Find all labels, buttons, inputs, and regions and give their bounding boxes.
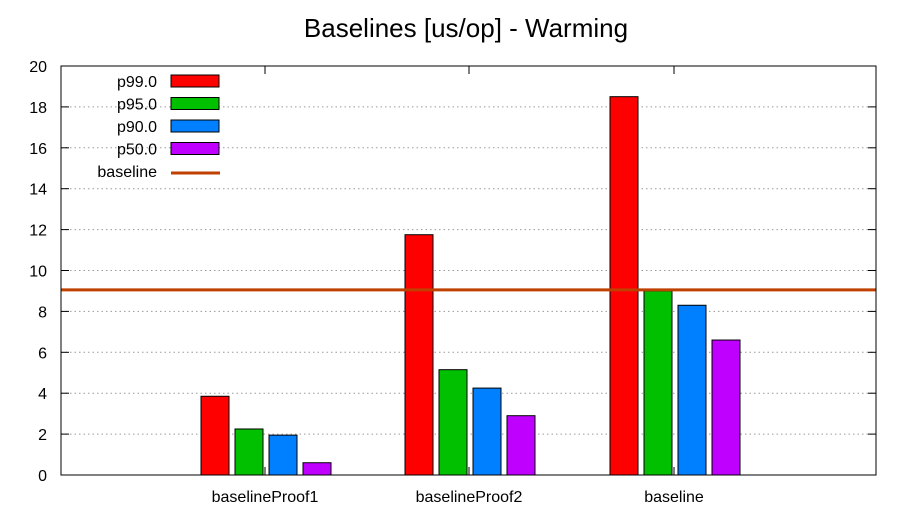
legend-label-p99.0: p99.0: [117, 74, 157, 91]
x-category-labels: baselineProof1 baselineProof2 baseline: [212, 489, 704, 506]
bar-baselineProof2-p99.0: [404, 234, 434, 476]
legend-label-p90.0: p90.0: [117, 119, 157, 136]
y-tick-label-0: 0: [38, 468, 47, 485]
bar-baseline-p99.0: [609, 96, 639, 476]
y-tick-label-10: 20: [29, 59, 47, 76]
y-tick-label-4: 8: [38, 304, 47, 321]
bar-baselineProof2-p95.0: [438, 369, 468, 476]
bar-baselineProof1-p95.0: [234, 428, 264, 476]
x-category-label-0: baselineProof1: [212, 489, 319, 506]
legend-swatch-p99.0: [170, 74, 220, 88]
bar-baselineProof2-p90.0: [472, 387, 502, 476]
bar-baselineProof1-p90.0: [268, 434, 298, 476]
bar-baselineProof1-p50.0: [302, 462, 332, 476]
legend-label-baseline: baseline: [97, 164, 157, 181]
y-tick-label-1: 2: [38, 427, 47, 444]
legend-swatch-p50.0: [170, 142, 220, 155]
y-tick-label-8: 16: [29, 141, 47, 158]
x-category-label-2: baseline: [644, 489, 704, 506]
y-tick-label-7: 14: [29, 182, 47, 199]
bar-baselineProof2-p50.0: [506, 415, 536, 476]
y-tick-label-2: 4: [38, 386, 47, 403]
bars-group: [200, 96, 741, 476]
y-tick-label-6: 12: [29, 223, 47, 240]
bar-baseline-p90.0: [677, 304, 707, 476]
legend-label-p95.0: p95.0: [117, 97, 157, 114]
bar-baselineProof1-p99.0: [200, 395, 230, 476]
legend-label-p50.0: p50.0: [117, 142, 157, 159]
legend: p99.0 p95.0 p90.0 p50.0 baseline: [97, 74, 220, 181]
y-tick-label-3: 6: [38, 345, 47, 362]
axis-ticks: [61, 65, 876, 476]
y-tick-label-5: 10: [29, 264, 47, 281]
y-tick-label-9: 18: [29, 100, 47, 117]
bar-baseline-p95.0: [643, 290, 673, 476]
x-category-label-1: baselineProof2: [416, 489, 523, 506]
chart-title: Baselines [us/op] - Warming: [304, 13, 628, 43]
legend-swatch-p90.0: [170, 119, 220, 133]
bar-baseline-p50.0: [711, 339, 741, 476]
y-tick-labels: 0 2 4 6 8 10 12 14 16 18 20: [29, 59, 47, 485]
grid-lines: [61, 106, 876, 435]
legend-swatch-p95.0: [170, 97, 220, 110]
